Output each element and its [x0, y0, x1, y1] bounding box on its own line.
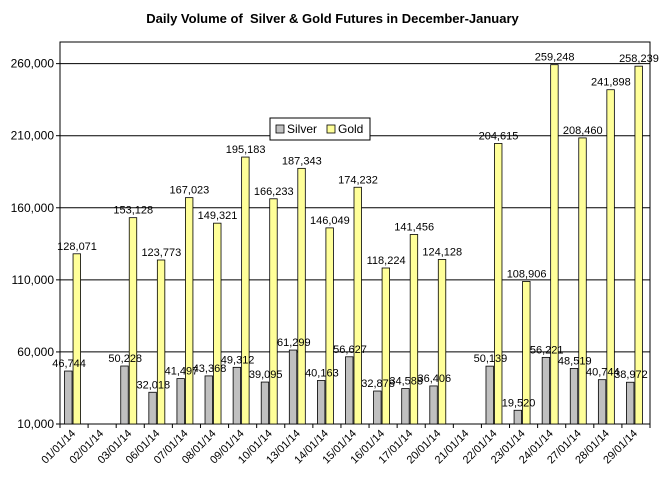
data-label-silver: 41,497	[165, 366, 199, 378]
bar-gold	[128, 217, 138, 425]
bar-gold	[550, 64, 559, 425]
bar-gold	[297, 167, 306, 425]
y-tick-label: 110,000	[12, 273, 55, 287]
bar-gold	[494, 143, 503, 425]
data-label-silver: 32,878	[361, 378, 395, 390]
data-label-silver: 56,627	[333, 344, 367, 356]
data-label-silver: 48,519	[558, 355, 592, 367]
legend-swatch-silver	[275, 124, 285, 134]
data-label-gold: 149,321	[198, 210, 238, 222]
bar-silver	[345, 356, 354, 425]
bar-gold	[578, 137, 587, 425]
data-label-gold: 204,615	[479, 130, 519, 142]
data-label-gold: 258,239	[619, 53, 659, 65]
bar-gold	[353, 186, 362, 425]
bar-silver	[288, 349, 298, 425]
data-label-gold: 166,233	[254, 186, 294, 198]
data-label-gold: 118,224	[367, 255, 406, 267]
data-label-gold: 128,071	[57, 241, 97, 253]
data-label-silver: 38,972	[614, 369, 648, 381]
bar-silver	[373, 390, 382, 425]
bar-silver	[429, 385, 438, 425]
bar-gold	[72, 253, 81, 425]
bar-gold	[606, 89, 615, 425]
data-label-silver: 19,520	[502, 397, 536, 409]
y-tick-label: 60,000	[17, 345, 54, 359]
bar-silver	[317, 380, 326, 425]
bar-gold	[156, 259, 166, 425]
data-label-gold: 124,128	[422, 246, 462, 258]
bar-silver	[626, 381, 635, 425]
data-label-silver: 50,139	[474, 353, 508, 365]
data-label-silver: 50,228	[108, 353, 142, 365]
data-label-gold: 167,023	[170, 185, 210, 197]
data-label-silver: 40,163	[305, 368, 339, 380]
data-label-silver: 56,221	[530, 344, 564, 356]
legend-label-silver: Silver	[287, 122, 317, 136]
legend-label-gold: Gold	[338, 122, 363, 136]
bar-silver	[513, 409, 522, 425]
data-label-gold: 187,343	[282, 155, 322, 167]
bar-gold	[325, 227, 334, 425]
legend-swatch-gold	[326, 124, 336, 134]
bar-silver	[148, 391, 157, 425]
data-label-gold: 108,906	[507, 268, 547, 280]
chart-title: Daily Volume of Silver & Gold Futures in…	[146, 11, 519, 26]
data-label-gold: 259,248	[535, 52, 575, 64]
data-label-gold: 153,128	[113, 205, 153, 217]
bar-gold	[522, 281, 531, 425]
bar-gold	[381, 267, 390, 425]
bar-silver	[204, 375, 213, 425]
data-label-silver: 43,368	[193, 363, 227, 375]
data-label-silver: 61,299	[277, 337, 311, 349]
data-label-silver: 39,095	[249, 369, 283, 381]
data-label-gold: 141,456	[394, 222, 434, 234]
bar-gold	[437, 259, 447, 425]
bar-gold	[269, 198, 278, 425]
y-tick-label: 160,000	[11, 201, 55, 215]
legend	[269, 117, 371, 141]
data-label-gold: 241,898	[591, 77, 631, 89]
data-label-gold: 195,183	[226, 144, 266, 156]
bar-silver	[597, 379, 607, 425]
data-label-silver: 34,588	[389, 376, 423, 388]
bar-silver	[232, 366, 242, 425]
data-label-gold: 146,049	[310, 215, 350, 227]
bar-silver	[120, 365, 129, 425]
data-label-silver: 49,312	[221, 354, 255, 366]
bar-silver	[569, 368, 579, 425]
bar-silver	[176, 378, 185, 425]
data-label-gold: 208,460	[563, 125, 603, 137]
y-tick-label: 10,000	[17, 417, 54, 431]
data-label-gold: 123,773	[141, 247, 181, 259]
bar-silver	[485, 365, 494, 425]
bar-silver	[401, 388, 410, 425]
bar-gold	[634, 65, 643, 425]
data-label-silver: 36,406	[417, 373, 451, 385]
bar-silver	[541, 356, 551, 425]
bar-gold	[409, 234, 419, 425]
bar-gold	[185, 197, 194, 425]
bar-gold	[241, 156, 250, 425]
data-label-silver: 40,744	[586, 367, 620, 379]
bar-silver	[260, 381, 270, 425]
y-tick-label: 260,000	[11, 57, 55, 71]
data-label-silver: 46,744	[52, 358, 86, 370]
data-label-gold: 174,232	[338, 174, 378, 186]
bar-gold	[213, 222, 222, 425]
data-label-silver: 32,018	[137, 379, 171, 391]
y-tick-label: 210,000	[11, 129, 55, 143]
bar-silver	[64, 370, 73, 425]
